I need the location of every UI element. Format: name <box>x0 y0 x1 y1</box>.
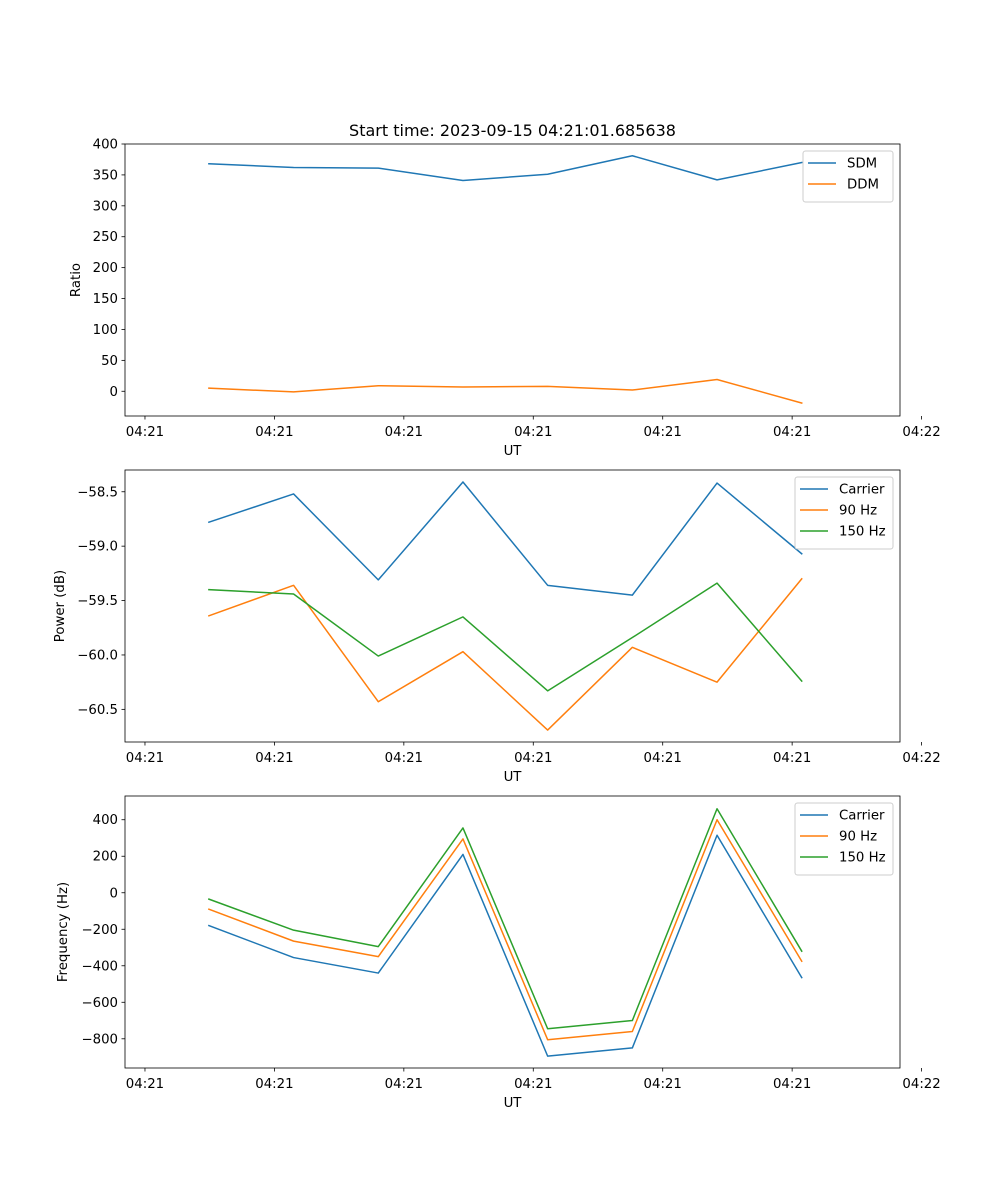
legend: Carrier 90 Hz 150 Hz <box>794 476 894 550</box>
y-tick-label: −59.0 <box>77 540 118 555</box>
x-tick-label: 04:21 <box>255 1077 293 1092</box>
y-tick-label: −800 <box>81 1032 118 1047</box>
chart-title: Start time: 2023-09-15 04:21:01.685638 <box>349 121 676 140</box>
x-tick-label: 04:22 <box>902 1077 940 1092</box>
y-tick-label: −600 <box>81 996 118 1011</box>
y-tick-label: −59.5 <box>77 594 118 609</box>
x-tick-label: 04:21 <box>385 1077 423 1092</box>
x-axis-label: UT <box>504 1096 523 1111</box>
x-tick-label: 04:21 <box>644 1077 682 1092</box>
y-tick-label: −200 <box>81 923 118 938</box>
y-tick-label: −60.5 <box>77 703 118 718</box>
x-axis-label: UT <box>504 770 523 785</box>
y-tick-label: −58.5 <box>77 485 118 500</box>
legend-entry-label: 150 Hz <box>839 851 886 866</box>
y-axis-label: Power (dB) <box>53 570 68 642</box>
x-tick-label: 04:21 <box>385 425 423 440</box>
legend-entry-label: Carrier <box>839 483 885 498</box>
legend-entry-label: 90 Hz <box>839 504 877 519</box>
x-tick-label: 04:21 <box>385 751 423 766</box>
y-axis-label: Ratio <box>69 263 84 297</box>
x-tick-label: 04:21 <box>514 751 552 766</box>
legend-entry-label: SDM <box>847 157 877 172</box>
x-tick-label: 04:21 <box>255 751 293 766</box>
x-axis-label: UT <box>504 444 523 459</box>
x-tick-label: 04:21 <box>773 751 811 766</box>
y-tick-label: −60.0 <box>77 648 118 663</box>
x-tick-label: 04:21 <box>644 751 682 766</box>
axes-frame <box>124 795 901 1069</box>
legend-entry-label: DDM <box>847 178 879 193</box>
legend: Carrier 90 Hz 150 Hz <box>794 802 894 876</box>
y-tick-label: 100 <box>93 323 118 338</box>
y-tick-label: 200 <box>93 261 118 276</box>
legend-entry-label: 150 Hz <box>839 525 886 540</box>
chart-panel-3: −800 −600 −400 −200 0 200 400 04:21 04:21 04:21 04… <box>56 795 941 1111</box>
y-tick-label: 400 <box>93 813 118 828</box>
x-tick-label: 04:21 <box>514 1077 552 1092</box>
series-line-carrier <box>207 481 803 596</box>
x-tick-label: 04:21 <box>644 425 682 440</box>
x-tick-label: 04:21 <box>126 1077 164 1092</box>
x-tick-label: 04:21 <box>126 425 164 440</box>
x-tick-label: 04:21 <box>126 751 164 766</box>
series-line-carrier <box>207 834 803 1057</box>
x-tick-label: 04:22 <box>902 425 940 440</box>
x-tick-label: 04:21 <box>514 425 552 440</box>
y-tick-label: 250 <box>93 230 118 245</box>
axes-frame <box>124 469 901 743</box>
x-tick-label: 04:21 <box>773 425 811 440</box>
x-tick-label: 04:21 <box>255 425 293 440</box>
y-tick-label: 150 <box>93 292 118 307</box>
y-tick-label: 300 <box>93 199 118 214</box>
y-tick-label: 350 <box>93 168 118 183</box>
series-line-sdm <box>208 155 803 182</box>
series-line-150-hz <box>208 582 803 692</box>
y-axis-label: Frequency (Hz) <box>56 882 71 982</box>
y-tick-label: 0 <box>110 385 118 400</box>
series-line-90-hz <box>207 818 803 1041</box>
x-tick-label: 04:21 <box>773 1077 811 1092</box>
series-line-150-hz <box>207 808 803 1030</box>
chart-panel-2: −60.5 −60.0 −59.5 −59.0 −58.5 04:21 04:21 04:21… <box>53 469 941 785</box>
legend: SDM DDM <box>802 150 894 203</box>
series-line-ddm <box>208 378 803 404</box>
y-tick-label: 400 <box>93 138 118 153</box>
chart-panel-1: 0 50 100 150 200 250 300 350 400 04:21 04:21 04:21 0… <box>69 121 941 459</box>
legend-entry-label: Carrier <box>839 809 885 824</box>
axes-frame <box>124 143 901 417</box>
y-tick-label: 200 <box>93 850 118 865</box>
y-tick-label: 50 <box>101 354 118 369</box>
y-tick-label: 0 <box>110 886 118 901</box>
legend-entry-label: 90 Hz <box>839 830 877 845</box>
x-tick-label: 04:22 <box>902 751 940 766</box>
y-tick-label: −400 <box>81 959 118 974</box>
